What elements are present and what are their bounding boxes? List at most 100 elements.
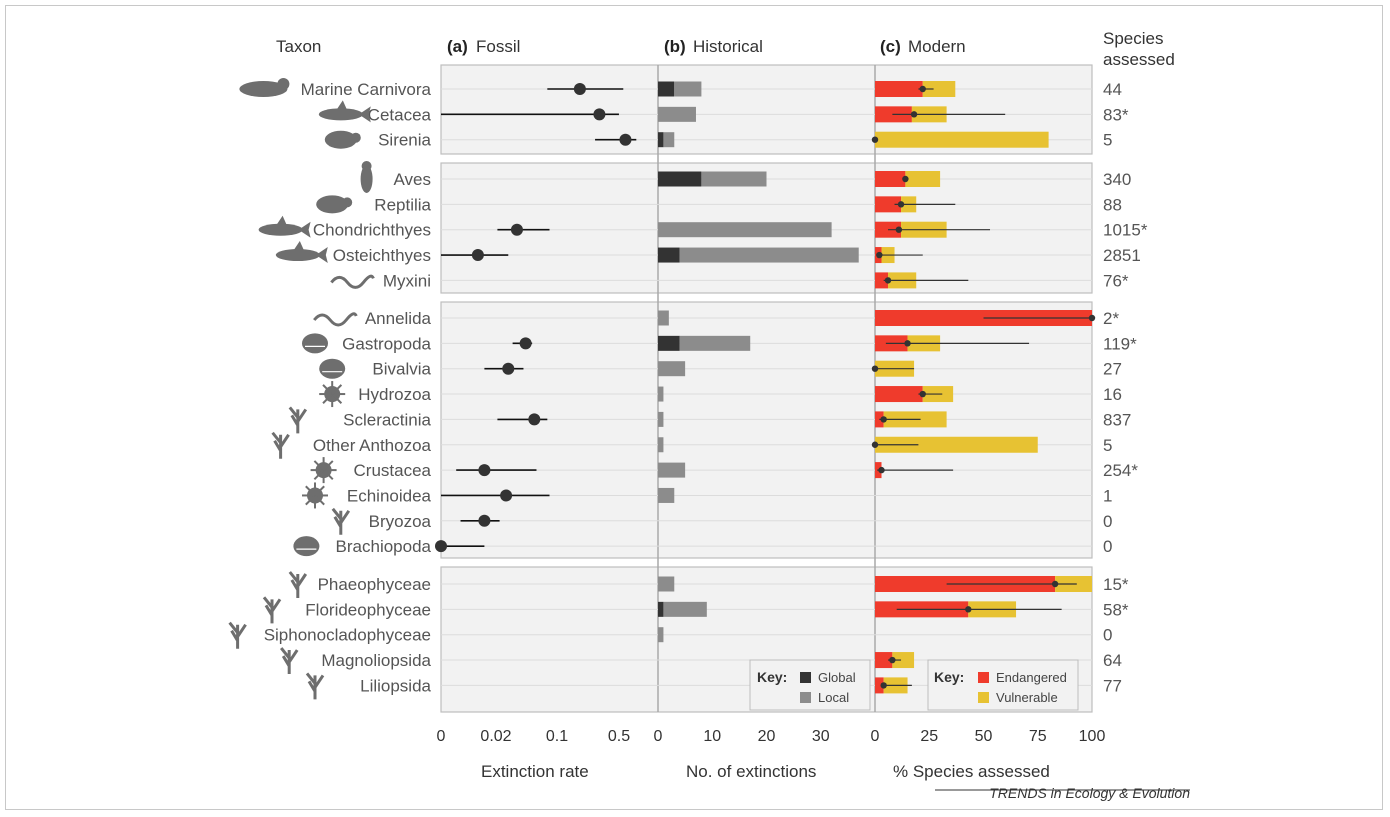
endangered-bar-hydrozoa	[875, 386, 923, 403]
panel-b-title: Historical	[693, 37, 763, 56]
spine-5	[313, 460, 325, 471]
modern-dot-crustacea	[878, 466, 885, 474]
global-bar-marine-carnivora	[658, 81, 675, 97]
modern-key-text-endangered: Endangered	[996, 670, 1067, 685]
taxon-label-florideophyceae: Florideophyceae	[305, 600, 431, 619]
taxon-label-liliopsida: Liliopsida	[360, 676, 431, 695]
spine-7	[331, 384, 343, 395]
taxon-label-bivalvia: Bivalvia	[372, 360, 431, 379]
historical-key-swatch-global	[800, 672, 811, 683]
manatee-icon	[324, 130, 361, 149]
red-alga-icon	[262, 596, 282, 624]
local-bar-crustacea	[658, 462, 686, 478]
panel-b-tick-0: 0	[654, 728, 663, 745]
modern-key-box	[927, 659, 1079, 711]
historical-key-label: Key:	[757, 669, 787, 685]
vulnerable-bar-sirenia	[875, 131, 1049, 148]
worm-icon	[313, 312, 358, 327]
seal-body	[239, 81, 288, 97]
panel-a-tick-2: 0.1	[546, 728, 568, 745]
fossil-dot-gastropoda	[519, 337, 532, 350]
fossil-dot-echinoidea	[500, 489, 513, 502]
body	[275, 249, 320, 262]
tail	[358, 106, 371, 123]
shark-icon	[258, 215, 311, 238]
taxon-label-cetacea: Cetacea	[368, 105, 432, 124]
panel-b-tick-1: 10	[703, 728, 721, 745]
global-bar-aves	[658, 171, 702, 187]
hagfish-icon	[330, 274, 375, 289]
frond	[288, 406, 308, 434]
taxon-label-siphonocladophyceae: Siphonocladophyceae	[264, 626, 431, 645]
panel-c-title: Modern	[908, 37, 966, 56]
panel-b-xlabel: No. of extinctions	[686, 762, 816, 781]
spine-7	[322, 460, 334, 471]
fossil-dot-scleractinia	[528, 413, 541, 426]
taxon-label-scleractinia: Scleractinia	[343, 410, 431, 429]
panel-c-tick-1: 25	[920, 728, 938, 745]
frond	[271, 431, 290, 459]
green-alga-icon	[228, 621, 247, 649]
modern-dot-osteichthyes	[876, 251, 883, 259]
taxon-label-gastropoda: Gastropoda	[342, 334, 431, 353]
local-bar-bivalvia	[658, 361, 686, 377]
species-assessed-sirenia: 5	[1103, 131, 1112, 150]
turtle-icon	[316, 195, 353, 214]
species-assessed-osteichthyes: 2851	[1103, 246, 1141, 265]
spine-1	[322, 469, 334, 480]
panel-b-tick-2: 20	[758, 728, 776, 745]
local-bar-osteichthyes	[679, 247, 859, 263]
panel-a-letter: (a)	[447, 37, 468, 56]
species-assessed-siphonocladophyceae: 0	[1103, 626, 1112, 645]
panel-b-letter: (b)	[664, 37, 686, 56]
panel-c-letter: (c)	[880, 37, 901, 56]
species-assessed-phaeophyceae: 15*	[1103, 575, 1129, 594]
vulnerable-bar-aves	[905, 171, 941, 187]
fossil-dot-marine-carnivora	[573, 83, 586, 95]
anemone-icon	[271, 431, 290, 459]
local-bar-aves	[701, 171, 767, 187]
modern-key-label: Key:	[934, 669, 964, 685]
species-assessed-bivalvia: 27	[1103, 360, 1122, 379]
tail	[298, 221, 311, 238]
frond	[331, 507, 351, 535]
modern-key-text-vulnerable: Vulnerable	[996, 690, 1058, 705]
taxon-label-sirenia: Sirenia	[378, 131, 431, 150]
frond	[228, 621, 247, 649]
panel-a-tick-0: 0	[437, 728, 446, 745]
species-assessed-gastropoda: 119*	[1103, 334, 1137, 353]
fossil-dot-bryozoa	[478, 514, 491, 527]
modern-dot-marine-carnivora	[919, 85, 926, 93]
endangered-bar-aves	[875, 171, 906, 187]
kelp-icon	[288, 571, 308, 598]
bryozoan-icon	[331, 507, 351, 535]
modern-dot-gastropoda	[904, 340, 911, 347]
historical-key-swatch-local	[800, 692, 811, 703]
brachiopod-icon	[293, 536, 320, 557]
local-bar-phaeophyceae	[658, 576, 675, 592]
group-box-2	[440, 301, 1093, 559]
vulnerable-bar-marine-carnivora	[922, 81, 956, 97]
figure-frame	[5, 5, 1383, 810]
local-bar-marine-carnivora	[674, 81, 702, 97]
panel-a-tick-3: 0.5	[608, 728, 630, 745]
credit: TRENDS in Ecology & Evolution	[989, 785, 1190, 801]
local-bar-siphonocladophyceae	[658, 627, 664, 643]
seagrass-icon	[305, 672, 325, 700]
fin	[336, 100, 347, 110]
modern-dot-hydrozoa	[919, 390, 926, 398]
panel-c-xlabel: % Species assessed	[893, 762, 1050, 781]
frond	[305, 672, 325, 700]
modern-dot-scleractinia	[880, 416, 887, 423]
local-bar-echinoidea	[658, 487, 675, 503]
species-assessed-hydrozoa: 16	[1103, 385, 1122, 404]
fish-icon	[275, 241, 328, 264]
endangered-bar-liliopsida	[875, 677, 884, 694]
species-assessed-cetacea: 83*	[1103, 105, 1129, 124]
modern-dot-sirenia	[871, 136, 879, 143]
taxon-label-aves: Aves	[394, 170, 432, 189]
modern-dot-phaeophyceae	[1051, 580, 1059, 588]
global-bar-sirenia	[658, 132, 664, 148]
taxon-label-echinoidea: Echinoidea	[347, 486, 432, 505]
